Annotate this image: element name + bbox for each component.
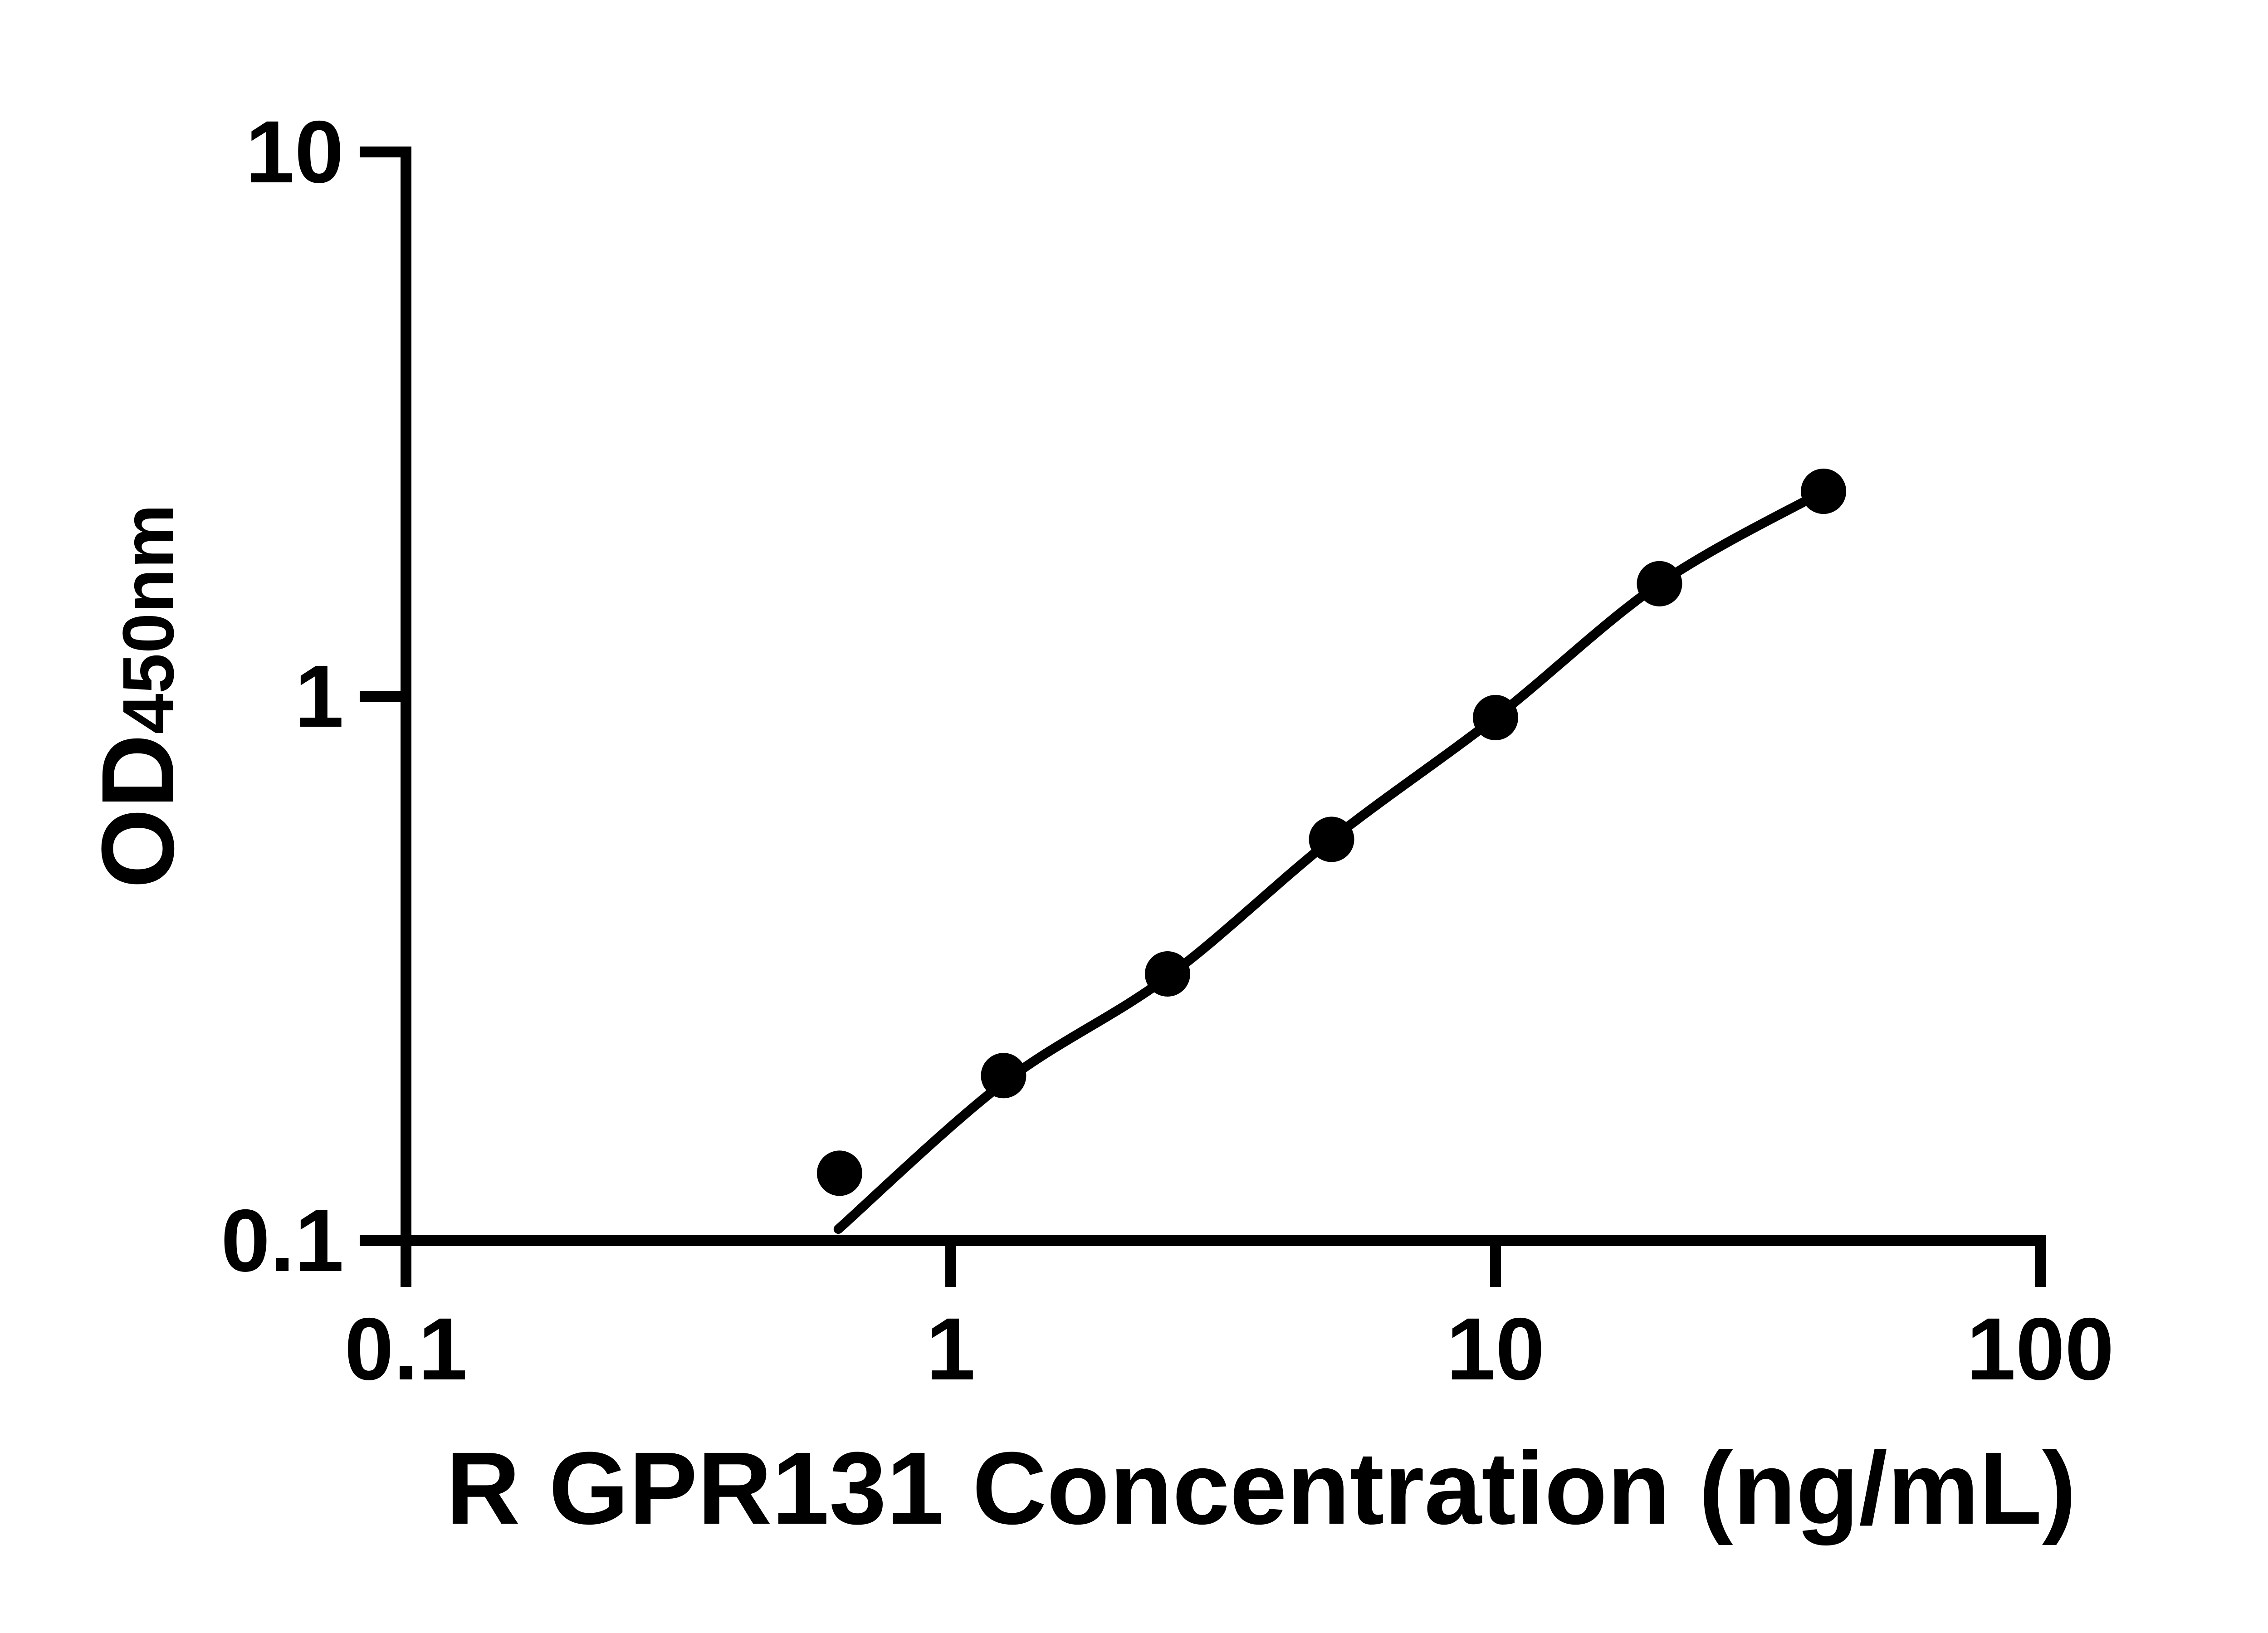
- y-tick-label: 10: [245, 103, 344, 201]
- x-axis-tick: [401, 1235, 411, 1287]
- data-point-marker: [1637, 561, 1682, 606]
- x-tick-label: 10: [1446, 1300, 1545, 1398]
- data-point-marker: [1801, 469, 1847, 514]
- x-axis-tick: [2035, 1235, 2046, 1287]
- x-axis-line: [401, 1235, 2046, 1246]
- y-axis-tick: [360, 691, 411, 702]
- x-tick-label: 100: [1966, 1300, 2114, 1398]
- y-axis-tick: [360, 147, 411, 157]
- x-tick-label: 0.1: [344, 1300, 468, 1398]
- x-axis-title: R GPR131 Concentration (ng/mL): [445, 1431, 2077, 1546]
- x-axis-tick: [1490, 1235, 1501, 1287]
- x-tick-label: 1: [926, 1300, 976, 1398]
- y-tick-label: 0.1: [220, 1191, 344, 1290]
- x-axis-tick: [945, 1235, 956, 1287]
- data-point-marker: [1309, 816, 1354, 862]
- data-point-marker: [981, 1053, 1026, 1099]
- data-point-marker: [816, 1150, 862, 1196]
- data-point-marker: [1144, 951, 1190, 997]
- data-point-marker: [1473, 694, 1518, 740]
- y-axis-title-main: OD: [81, 734, 196, 889]
- y-tick-label: 1: [294, 647, 344, 746]
